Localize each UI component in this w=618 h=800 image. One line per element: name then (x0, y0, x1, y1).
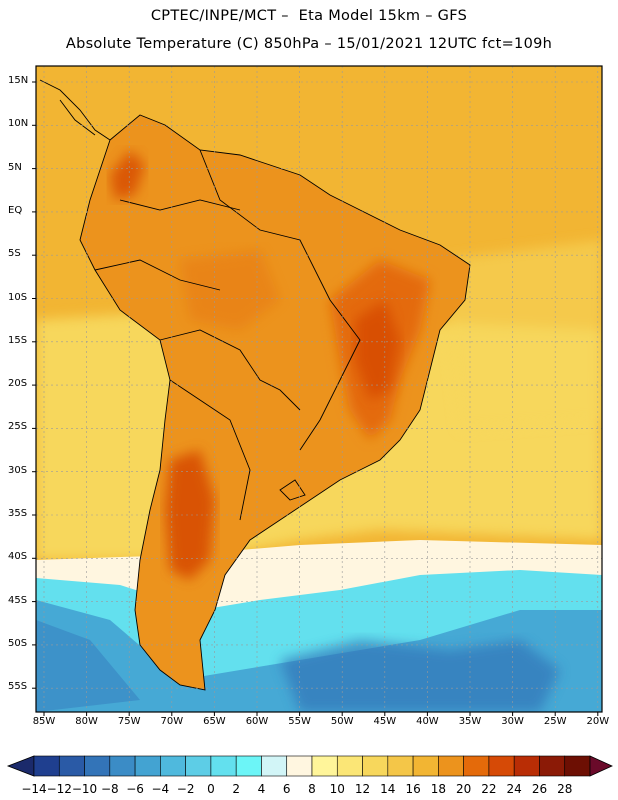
colorbar-swatch (261, 755, 288, 777)
colorbar-swatch (513, 755, 540, 777)
colorbar-swatch (134, 755, 161, 777)
lat-label: 40S (8, 551, 28, 563)
colorbar-swatch (488, 755, 515, 777)
lon-label: 30W (501, 716, 524, 727)
colorbar-label: 28 (557, 782, 573, 796)
colorbar-label: 24 (506, 782, 522, 796)
colorbar-label: 26 (531, 782, 548, 796)
coastlines (39, 79, 471, 691)
lat-label: 5N (8, 161, 22, 173)
lat-label: 55S (8, 681, 28, 693)
central-america-coast (39, 79, 111, 141)
colorbar-label: 12 (354, 782, 371, 796)
lon-label: 55W (288, 716, 311, 727)
grid (36, 66, 602, 712)
colorbar-high-arrow (589, 755, 613, 777)
axis-ticks (32, 81, 599, 716)
colorbar-label: −6 (126, 782, 144, 796)
lat-label: 45S (8, 594, 28, 606)
colorbar-label: 14 (380, 782, 396, 796)
cold-band-teal (36, 620, 140, 712)
lat-label: 15N (8, 75, 29, 86)
colorbar-swatch (109, 755, 136, 777)
colorbar-swatch (286, 755, 313, 777)
colorbar-low-arrow (6, 755, 35, 777)
colorbar-label: 18 (430, 782, 446, 796)
colorbar-label: 10 (329, 782, 345, 796)
lat-label: EQ (8, 204, 23, 216)
colorbar (6, 755, 613, 777)
lat-label: 20S (8, 378, 28, 390)
lon-label: 20W (586, 716, 610, 727)
map-frame (35, 65, 603, 713)
hot-spot-andes-north (110, 150, 145, 200)
cold-band-4 (280, 640, 560, 712)
colorbar-swatch (362, 755, 389, 777)
colorbar-label: −2 (176, 782, 195, 796)
title-line-1: CPTEC/INPE/MCT – Eta Model 15km – GFS (150, 8, 468, 24)
lon-label: 25W (543, 716, 567, 727)
map-field (36, 66, 602, 712)
border-brazil (199, 149, 361, 451)
colorbar-swatch (160, 755, 186, 777)
colorbar-label: −12 (46, 782, 72, 796)
lat-label: 50S (8, 637, 28, 649)
lat-label: 10S (8, 291, 28, 303)
colorbar-label: 22 (481, 782, 497, 796)
colorbar-label: −8 (100, 782, 119, 796)
colorbar-swatch (210, 755, 237, 777)
colorbar-label: −10 (71, 782, 98, 796)
colorbar-label: −4 (151, 782, 170, 796)
colorbar-swatch (387, 755, 414, 777)
border-argentina (169, 379, 251, 521)
colorbar-swatch (311, 755, 338, 777)
ocean-mid-east (440, 240, 602, 430)
lon-label: 35W (458, 716, 482, 727)
lat-label: 5S (8, 248, 21, 260)
colorbar-label: 4 (257, 782, 266, 796)
colorbar-swatch (539, 755, 566, 777)
lat-label: 30S (8, 464, 28, 476)
border-andes (159, 329, 301, 411)
colorbar-label: 6 (282, 782, 291, 796)
colorbar-swatch (438, 755, 464, 777)
colorbar-swatch (463, 755, 490, 777)
colorbar-swatch (336, 755, 363, 777)
colorbar-label: 20 (455, 782, 472, 796)
lon-label: 70W (160, 716, 184, 727)
lon-label: 40W (416, 716, 439, 727)
lon-label: 75W (117, 716, 141, 727)
lon-label: 50W (330, 716, 354, 727)
lon-label: 85W (32, 716, 56, 727)
lon-label: 60W (245, 716, 269, 727)
border-peru (94, 259, 221, 291)
hot-spot-brazil-core (355, 300, 400, 400)
hot-spot-patagonia (165, 450, 215, 580)
colorbar-swatch (84, 755, 111, 777)
colorbar-swatch (185, 755, 212, 777)
colorbar-label: 2 (232, 782, 240, 796)
lat-label: 15S (8, 334, 28, 346)
lat-label: 10N (8, 118, 29, 130)
lake-uruguay (279, 479, 306, 501)
colorbar-swatch (412, 755, 439, 777)
lon-label: 80W (75, 716, 98, 727)
colorbar-label: −14 (21, 782, 47, 796)
colorbar-swatch (58, 755, 85, 777)
lon-label: 45W (373, 716, 397, 727)
colorbar-label: 8 (308, 782, 316, 796)
lat-label: 35S (8, 508, 28, 519)
colorbar-swatch (564, 755, 591, 777)
lon-label: 65W (203, 716, 226, 727)
border-colombia (119, 199, 241, 211)
title-line-2: Absolute Temperature (C) 850hPa – 15/01/… (65, 36, 553, 52)
colorbar-label: 0 (207, 782, 215, 796)
colorbar-swatch (235, 755, 262, 777)
colorbar-label: 16 (405, 782, 421, 796)
hot-spot-gran-chaco (180, 250, 280, 330)
lat-label: 25S (8, 421, 28, 433)
colorbar-swatch (33, 755, 60, 777)
